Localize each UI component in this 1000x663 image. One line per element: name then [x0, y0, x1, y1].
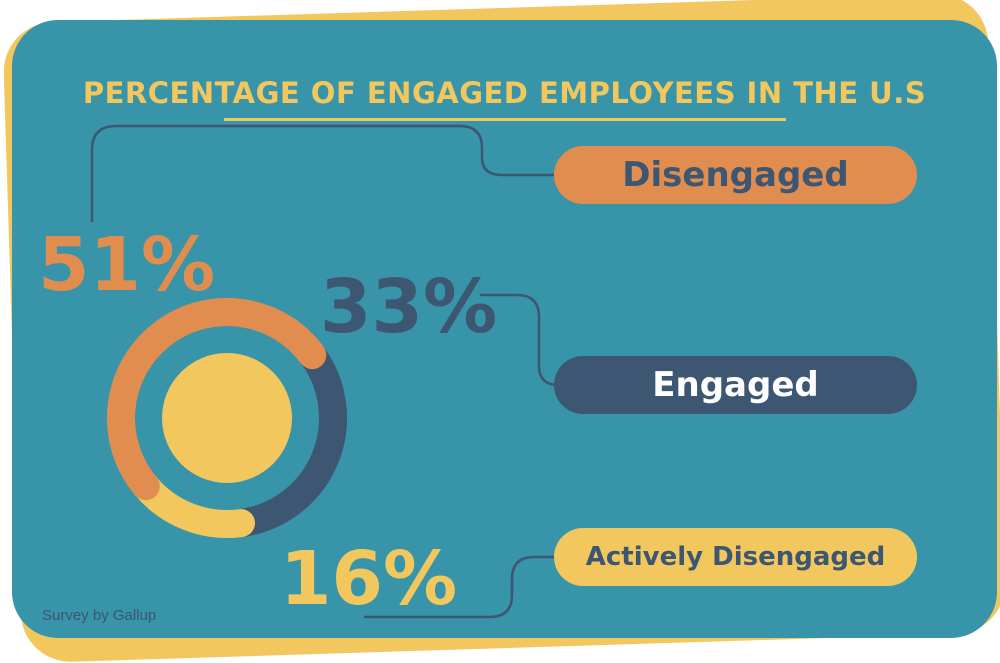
source-note: Survey by Gallup [42, 607, 157, 624]
connector-engaged [480, 293, 564, 387]
chart-title: PERCENTAGE OF ENGAGED EMPLOYEES IN THE U… [82, 76, 927, 110]
infographic-card: PERCENTAGE OF ENGAGED EMPLOYEES IN THE U… [12, 20, 997, 638]
legend-actively-disengaged: Actively Disengaged [554, 528, 917, 586]
value-label-actively-disengaged: 16% [280, 536, 458, 622]
donut-slice-engaged [227, 341, 347, 538]
donut-chart [90, 124, 564, 619]
legend-disengaged: Disengaged [554, 146, 917, 204]
connector-actively-disengaged [364, 555, 560, 619]
donut-slice-actively-disengaged [131, 472, 256, 538]
value-label-engaged: 33% [320, 264, 498, 350]
donut-center [162, 353, 292, 483]
value-label-disengaged: 51% [38, 222, 216, 308]
donut-slice-disengaged-cap [107, 298, 327, 501]
connector-disengaged [90, 124, 554, 222]
legend-engaged: Engaged [554, 356, 917, 414]
title-underline [224, 118, 786, 121]
